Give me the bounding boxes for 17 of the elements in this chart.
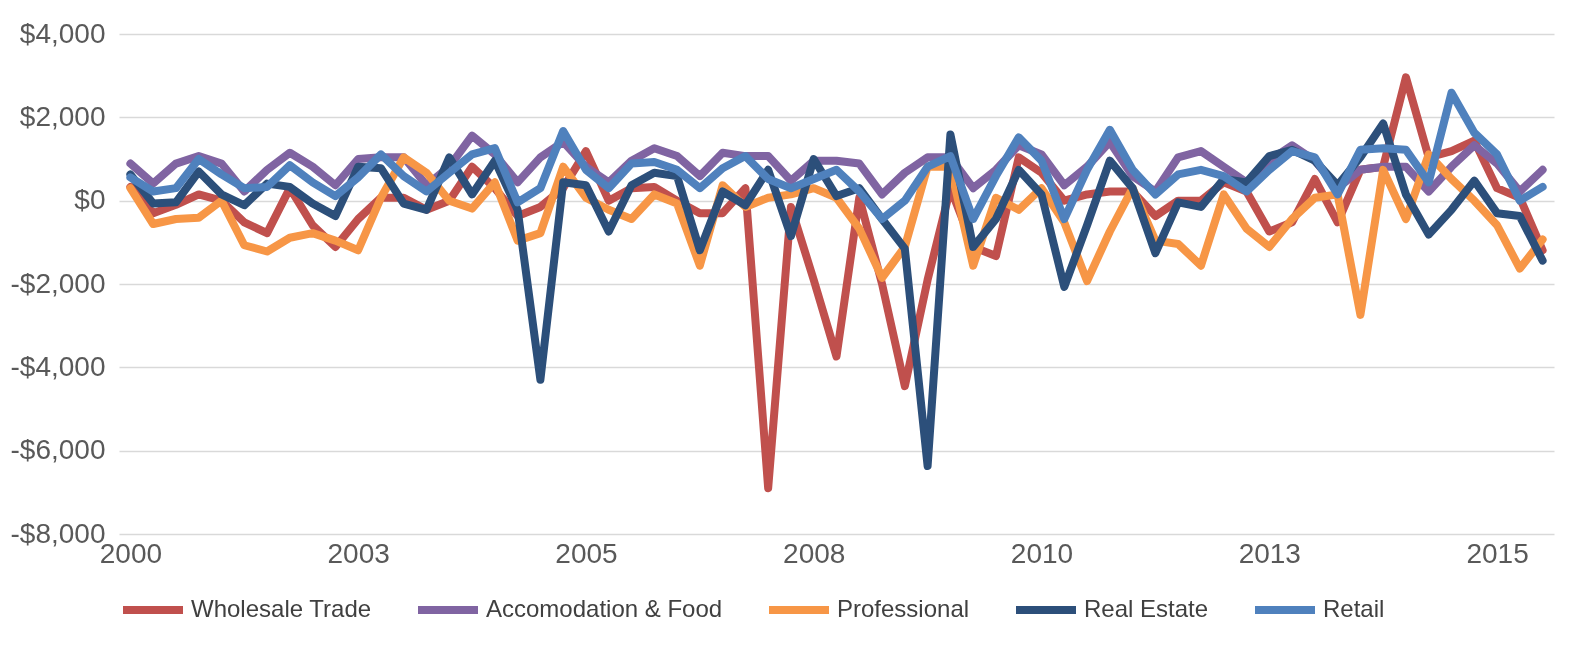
legend-label: Retail	[1323, 595, 1385, 622]
x-tick-label: 2008	[783, 537, 846, 569]
legend-label: Wholesale Trade	[191, 595, 372, 622]
y-tick-label: $2,000	[19, 100, 106, 132]
y-tick-label: $4,000	[19, 17, 106, 49]
y-tick-label: -$6,000	[10, 434, 106, 466]
legend-label: Professional	[837, 595, 970, 622]
y-tick-label: $0	[74, 184, 106, 216]
x-tick-label: 2013	[1238, 537, 1301, 569]
x-tick-label: 2015	[1466, 537, 1529, 569]
x-tick-label: 2010	[1010, 537, 1074, 569]
legend-label: Accomodation & Food	[486, 595, 723, 622]
legend-label: Real Estate	[1084, 595, 1209, 622]
x-tick-label: 2003	[327, 537, 390, 569]
y-tick-label: -$2,000	[10, 267, 106, 299]
x-tick-label: 2005	[555, 537, 618, 569]
y-tick-label: -$4,000	[10, 350, 106, 382]
